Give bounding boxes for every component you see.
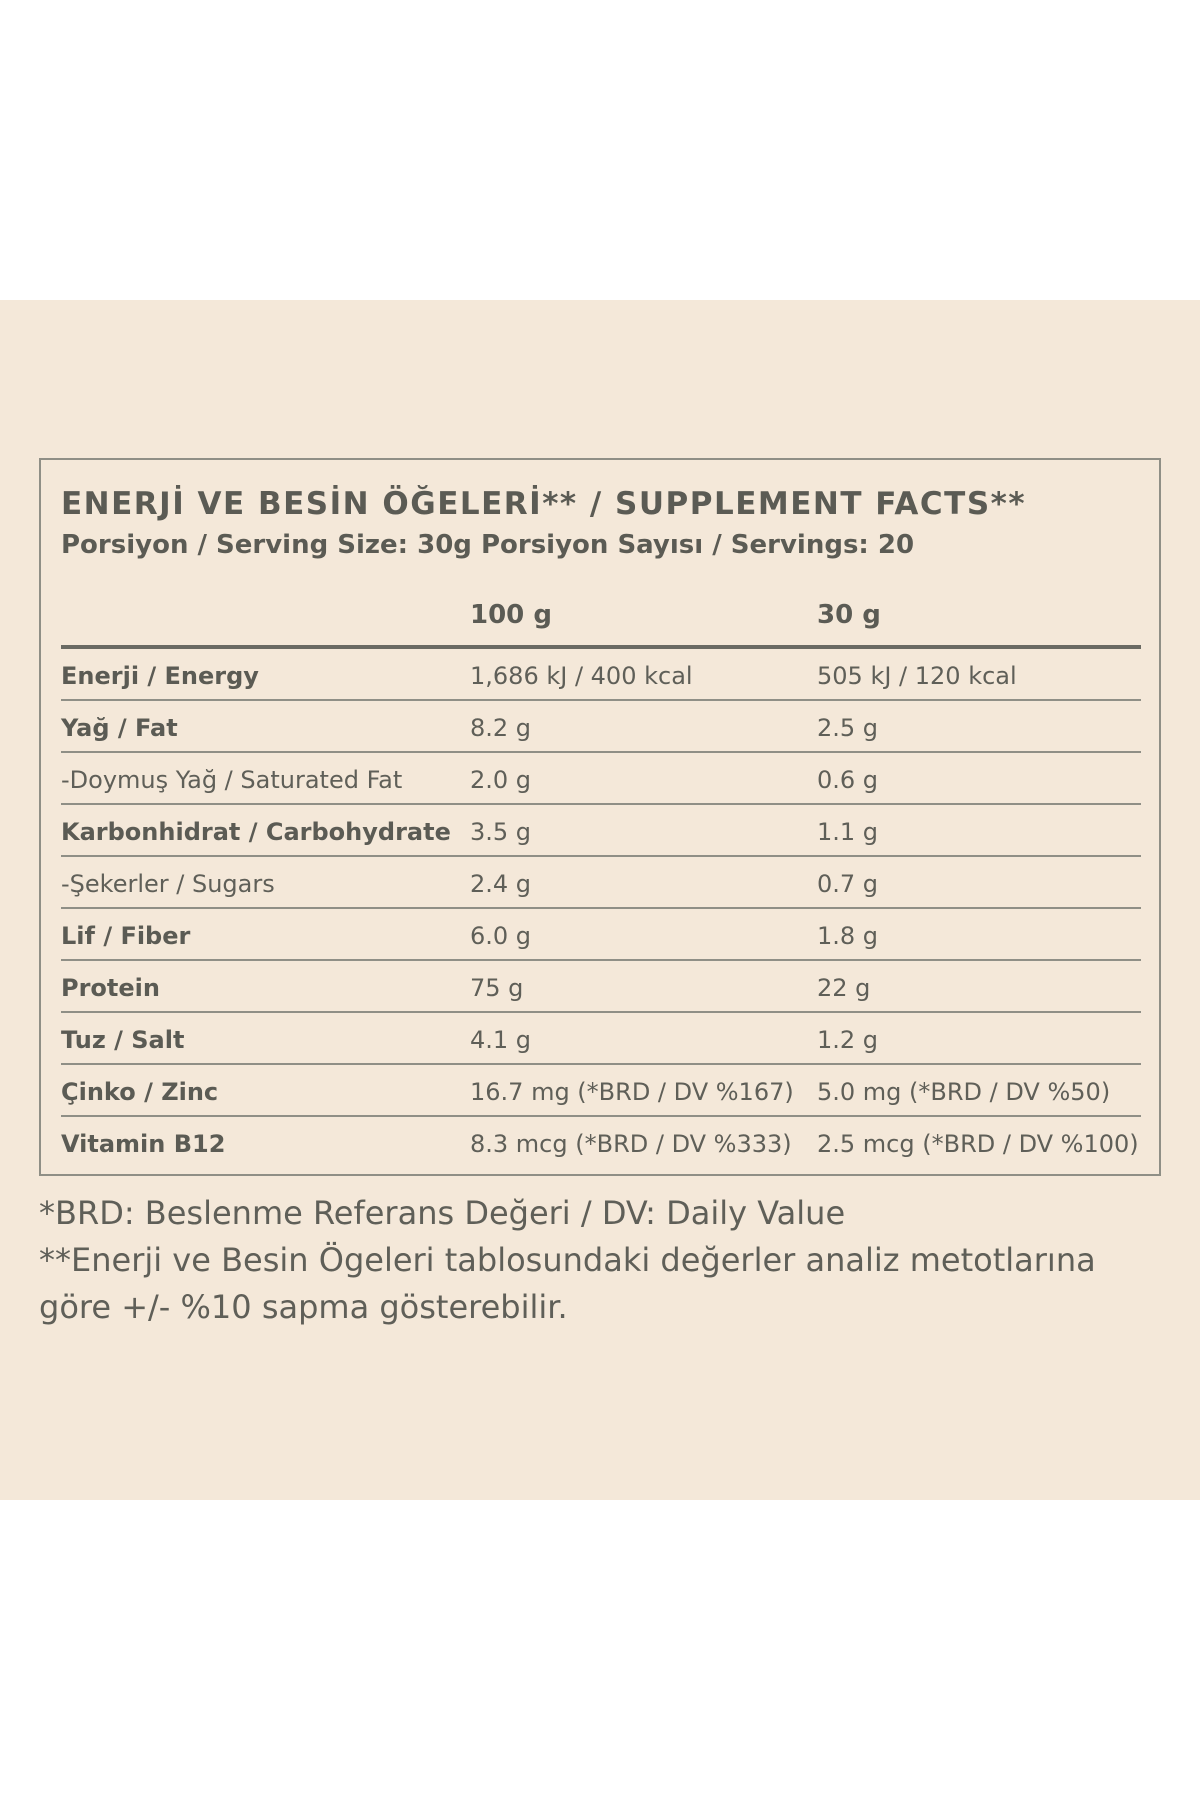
nutrient-name: Çinko / Zinc — [61, 1078, 219, 1106]
nutrient-name: Lif / Fiber — [61, 922, 191, 950]
nutrient-name: Yağ / Fat — [61, 714, 178, 742]
value-per-100g: 75 g — [470, 974, 524, 1002]
value-per-serving: 1.1 g — [817, 818, 879, 846]
value-per-serving: 505 kJ / 120 kcal — [817, 662, 1017, 690]
table-row: -Şekerler / Sugars 2.4 g 0.7 g — [61, 857, 1141, 909]
value-per-100g: 8.3 mcg (*BRD / DV %333) — [470, 1130, 792, 1158]
nutrient-name: -Doymuş Yağ / Saturated Fat — [61, 766, 403, 794]
table-row: Lif / Fiber 6.0 g 1.8 g — [61, 909, 1141, 961]
value-per-serving: 0.7 g — [817, 870, 879, 898]
table-row: Enerji / Energy 1,686 kJ / 400 kcal 505 kJ… — [61, 649, 1141, 701]
table-row: Karbonhidrat / Carbohydrate 3.5 g 1.1 g — [61, 805, 1141, 857]
supplement-facts-table: ENERJİ VE BESİN ÖĞELERİ** / SUPPLEMENT F… — [39, 458, 1161, 1176]
nutrient-name: Karbonhidrat / Carbohydrate — [61, 818, 451, 846]
nutrition-panel: ENERJİ VE BESİN ÖĞELERİ** / SUPPLEMENT F… — [0, 300, 1200, 1500]
value-per-serving: 2.5 g — [817, 714, 879, 742]
footnotes: *BRD: Beslenme Referans Değeri / DV: Dai… — [39, 1190, 1149, 1331]
value-per-100g: 2.4 g — [470, 870, 532, 898]
value-per-100g: 3.5 g — [470, 818, 532, 846]
nutrient-name: Tuz / Salt — [61, 1026, 185, 1054]
header-divider — [61, 645, 1141, 649]
nutrient-name: Vitamin B12 — [61, 1130, 226, 1158]
table-row: Çinko / Zinc 16.7 mg (*BRD / DV %167) 5.0 … — [61, 1065, 1141, 1117]
value-per-100g: 2.0 g — [470, 766, 532, 794]
serving-info: Porsiyon / Serving Size: 30g Porsiyon Sa… — [61, 530, 915, 560]
table-row: Protein 75 g 22 g — [61, 961, 1141, 1013]
nutrient-name: -Şekerler / Sugars — [61, 870, 275, 898]
column-header-30g: 30 g — [817, 600, 881, 630]
table-row: Yağ / Fat 8.2 g 2.5 g — [61, 701, 1141, 753]
value-per-serving: 1.8 g — [817, 922, 879, 950]
value-per-serving: 5.0 mg (*BRD / DV %50) — [817, 1078, 1111, 1106]
value-per-serving: 22 g — [817, 974, 871, 1002]
table-row: -Doymuş Yağ / Saturated Fat 2.0 g 0.6 g — [61, 753, 1141, 805]
nutrient-rows: Enerji / Energy 1,686 kJ / 400 kcal 505 kJ… — [61, 649, 1141, 1169]
value-per-100g: 6.0 g — [470, 922, 532, 950]
value-per-serving: 0.6 g — [817, 766, 879, 794]
footnote-deviation: **Enerji ve Besin Ögeleri tablosundaki d… — [39, 1241, 1096, 1326]
table-title: ENERJİ VE BESİN ÖĞELERİ** / SUPPLEMENT F… — [61, 486, 1027, 522]
table-row: Tuz / Salt 4.1 g 1.2 g — [61, 1013, 1141, 1065]
value-per-serving: 2.5 mcg (*BRD / DV %100) — [817, 1130, 1139, 1158]
nutrient-name: Protein — [61, 974, 160, 1002]
value-per-100g: 16.7 mg (*BRD / DV %167) — [470, 1078, 794, 1106]
value-per-serving: 1.2 g — [817, 1026, 879, 1054]
value-per-100g: 1,686 kJ / 400 kcal — [470, 662, 693, 690]
table-row: Vitamin B12 8.3 mcg (*BRD / DV %333) 2.5 m… — [61, 1117, 1141, 1169]
column-header-100g: 100 g — [470, 600, 552, 630]
value-per-100g: 8.2 g — [470, 714, 532, 742]
footnote-brd: *BRD: Beslenme Referans Değeri / DV: Dai… — [39, 1194, 846, 1232]
nutrient-name: Enerji / Energy — [61, 662, 259, 690]
value-per-100g: 4.1 g — [470, 1026, 532, 1054]
